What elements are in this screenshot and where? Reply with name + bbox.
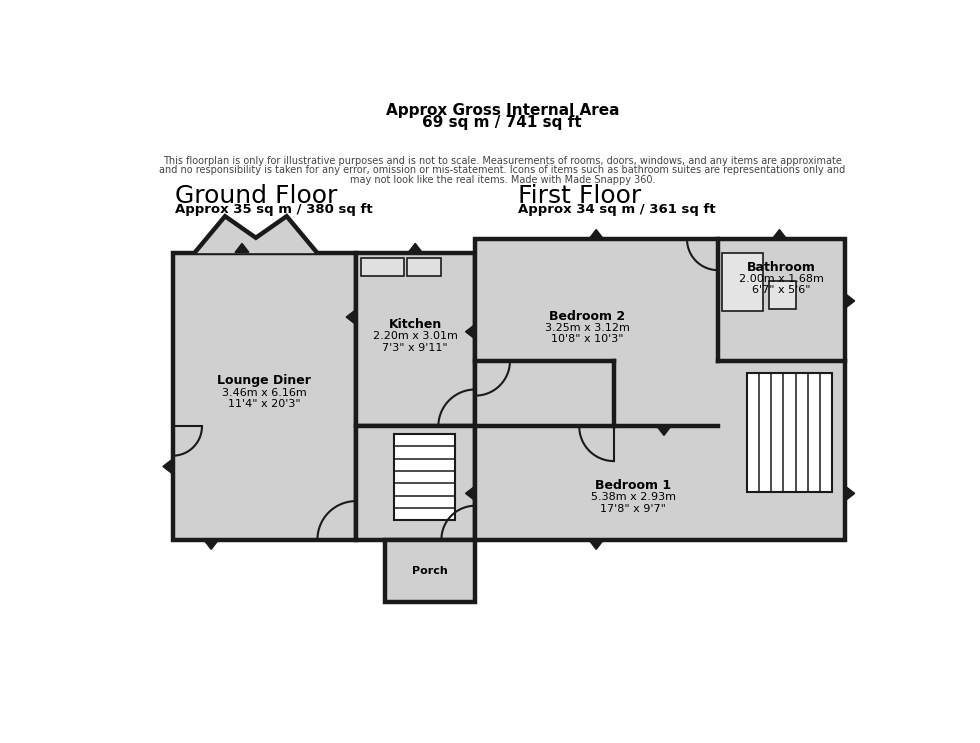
Text: PROPERTIES: PROPERTIES (454, 440, 551, 455)
Text: Lounge Diner: Lounge Diner (218, 374, 312, 388)
Polygon shape (772, 230, 786, 239)
Polygon shape (346, 310, 355, 324)
Text: and no responsibility is taken for any error, omission or mis-statement. Icons o: and no responsibility is taken for any e… (159, 166, 846, 175)
Bar (356, 426, 475, 539)
Polygon shape (409, 244, 422, 253)
Polygon shape (846, 487, 855, 500)
Bar (172, 253, 356, 539)
Polygon shape (163, 459, 172, 473)
Text: 11'4" x 20'3": 11'4" x 20'3" (228, 399, 301, 409)
Text: Ground Floor: Ground Floor (175, 184, 337, 208)
Polygon shape (589, 230, 603, 239)
Text: 7'3" x 9'11": 7'3" x 9'11" (382, 343, 448, 353)
Text: 17'8" x 9'7": 17'8" x 9'7" (600, 504, 666, 514)
Polygon shape (657, 426, 671, 435)
Bar (395, 434, 455, 520)
Text: 3.25m x 3.12m: 3.25m x 3.12m (545, 323, 629, 333)
Text: Approx Gross Internal Area: Approx Gross Internal Area (385, 103, 619, 118)
Bar (475, 239, 845, 539)
Text: 3.46m x 6.16m: 3.46m x 6.16m (221, 388, 307, 398)
Text: Porch: Porch (412, 566, 448, 576)
Text: 10'8" x 10'3": 10'8" x 10'3" (551, 334, 623, 345)
Text: 6'7" x 5'6": 6'7" x 5'6" (752, 285, 810, 295)
Polygon shape (466, 487, 474, 500)
Text: Bedroom 1: Bedroom 1 (595, 479, 671, 492)
Text: Approx 35 sq m / 380 sq ft: Approx 35 sq m / 380 sq ft (175, 203, 372, 215)
Bar (768, 281, 797, 308)
Bar (385, 539, 475, 602)
Text: This floorplan is only for illustrative purposes and is not to scale. Measuremen: This floorplan is only for illustrative … (163, 156, 842, 166)
Text: First Floor: First Floor (517, 184, 641, 208)
Bar (722, 253, 762, 311)
Text: 69 sq m / 741 sq ft: 69 sq m / 741 sq ft (422, 114, 582, 130)
Text: R: R (428, 298, 576, 470)
Bar (407, 258, 441, 276)
Polygon shape (235, 244, 249, 253)
Polygon shape (466, 325, 474, 339)
Polygon shape (194, 216, 318, 253)
Bar (356, 253, 475, 426)
Bar (362, 258, 404, 276)
Polygon shape (589, 540, 603, 549)
Text: Kitchen: Kitchen (389, 318, 442, 331)
Text: Approx 34 sq m / 361 sq ft: Approx 34 sq m / 361 sq ft (517, 203, 715, 215)
Polygon shape (204, 540, 219, 549)
Text: 5.38m x 2.93m: 5.38m x 2.93m (591, 493, 675, 502)
Polygon shape (846, 294, 855, 308)
Bar (747, 372, 832, 492)
Text: Bedroom 2: Bedroom 2 (549, 310, 625, 322)
Text: 2.20m x 3.01m: 2.20m x 3.01m (372, 331, 458, 341)
Text: 2.00m x 1.68m: 2.00m x 1.68m (739, 273, 823, 284)
Text: Bathroom: Bathroom (747, 261, 815, 273)
Text: may not look like the real items. Made with Made Snappy 360.: may not look like the real items. Made w… (350, 175, 655, 184)
